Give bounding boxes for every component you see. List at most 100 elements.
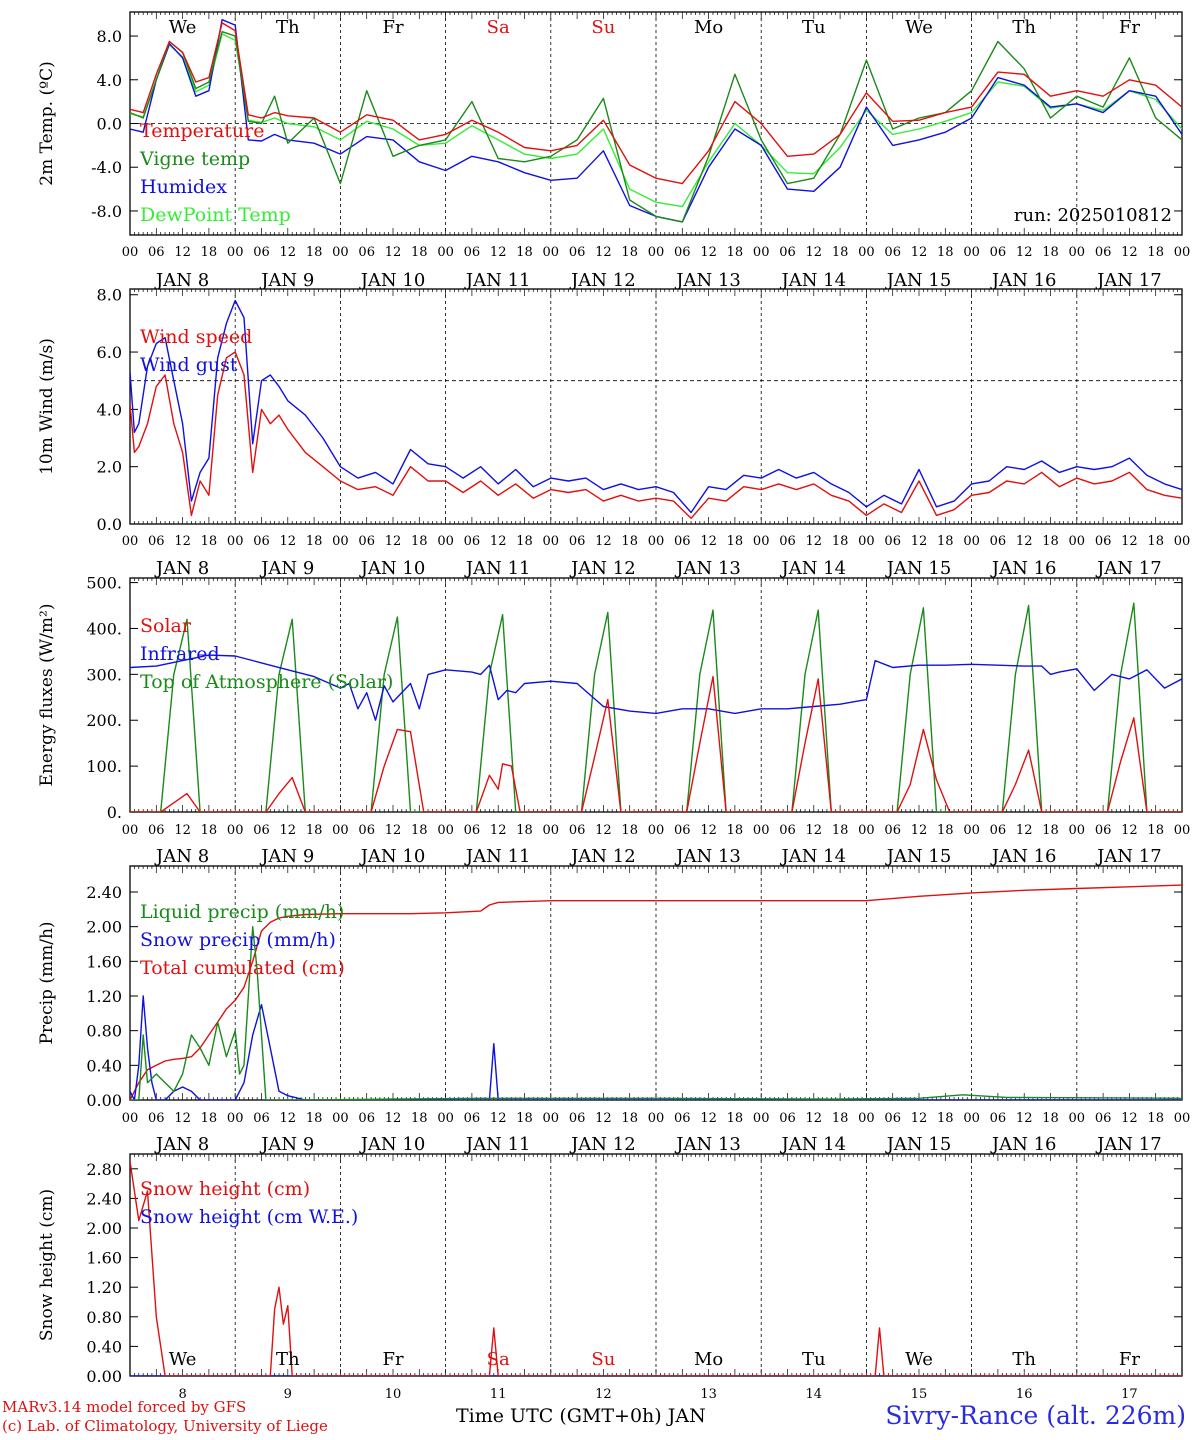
y-tick-label: 2.00 (86, 918, 122, 937)
hour-label: 12 (1121, 1111, 1138, 1126)
hour-label: 12 (280, 245, 297, 260)
hour-label: 12 (490, 1111, 507, 1126)
series-line-total-cumulated-cm- (130, 884, 1182, 1100)
y-tick-label: 2.00 (86, 1219, 122, 1238)
hour-label: 18 (411, 1111, 428, 1126)
weekday-label: Th (1012, 1349, 1036, 1370)
hour-label: 12 (806, 823, 823, 838)
series-line-infrared (130, 654, 1182, 721)
hour-label: 06 (884, 245, 901, 260)
hour-label: 18 (201, 1111, 218, 1126)
hour-label: 00 (963, 823, 980, 838)
weekday-label: Sa (487, 1349, 510, 1370)
y-axis-label: Precip (mm/h) (37, 921, 57, 1044)
weekday-label: Mo (694, 17, 723, 38)
y-tick-label: 8.0 (97, 27, 122, 46)
hour-label: 18 (937, 534, 954, 549)
hour-label: 00 (1174, 1111, 1191, 1126)
y-tick-label: 1.20 (86, 1278, 122, 1297)
y-tick-label: 500. (86, 574, 122, 593)
hour-label: 00 (332, 823, 349, 838)
hour-label: 18 (516, 1111, 533, 1126)
hour-label: 12 (806, 245, 823, 260)
hour-label: 06 (779, 823, 796, 838)
hour-label: 00 (963, 245, 980, 260)
hour-label: 12 (490, 534, 507, 549)
date-label: JAN 10 (359, 846, 426, 867)
hour-label: 06 (253, 245, 270, 260)
hour-label: 00 (648, 1111, 665, 1126)
day-number-label: 16 (1016, 1387, 1033, 1402)
hour-label: 00 (227, 823, 244, 838)
series-line-liquid-precip-mm-h- (130, 926, 1182, 1100)
hour-label: 00 (858, 1111, 875, 1126)
y-tick-label: 0.40 (86, 1056, 122, 1075)
hour-label: 06 (464, 1111, 481, 1126)
hour-label: 00 (1174, 245, 1191, 260)
hour-label: 00 (753, 823, 770, 838)
legend-entry: Snow height (cm) (140, 1178, 310, 1200)
date-label: JAN 17 (1095, 558, 1162, 579)
date-label: JAN 14 (780, 1134, 847, 1155)
hour-label: 06 (674, 245, 691, 260)
date-label: JAN 9 (259, 558, 314, 579)
hour-label: 00 (332, 1111, 349, 1126)
y-tick-label: -8.0 (91, 202, 122, 221)
hour-label: 12 (700, 534, 717, 549)
panel-precip: 0.00 0.40 0.80 1.20 1.60 2.00 2.40 Precip (mm/h… (37, 865, 1191, 1155)
hour-label: 12 (595, 245, 612, 260)
hour-label: 12 (1121, 534, 1138, 549)
series-line-snow-precip-mm-h- (130, 995, 1182, 1100)
date-label: JAN 11 (464, 846, 531, 867)
date-label: JAN 12 (569, 270, 636, 291)
legend-entry: Vigne temp (139, 148, 250, 170)
weekday-label: Th (276, 1349, 300, 1370)
hour-label: 00 (753, 245, 770, 260)
date-label: JAN 9 (259, 1134, 314, 1155)
weekday-label: Tu (802, 1349, 826, 1370)
date-label: JAN 15 (885, 270, 952, 291)
hour-label: 18 (621, 823, 638, 838)
y-tick-label: 1.60 (86, 952, 122, 971)
hour-label: 00 (753, 1111, 770, 1126)
model-credit: MARv3.14 model forced by GFS (2, 1398, 247, 1416)
y-tick-label: 0.0 (97, 515, 122, 534)
y-tick-label: 0.80 (86, 1308, 122, 1327)
weekday-label: We (169, 17, 197, 38)
y-tick-label: 200. (86, 711, 122, 730)
panel-energy: 0. 100. 200. 300. 400. 500. Energy fluxes (W/m… (37, 574, 1190, 867)
panel-wind: 0.0 2.0 4.0 6.0 8.0 10m Wind (m/s) Wind speed W… (37, 286, 1190, 579)
day-number-label: 15 (911, 1387, 928, 1402)
hour-label: 06 (779, 245, 796, 260)
date-label: JAN 9 (259, 846, 314, 867)
day-number-label: 12 (595, 1387, 612, 1402)
y-tick-label: 1.60 (86, 1249, 122, 1268)
date-label: JAN 11 (464, 558, 531, 579)
hour-label: 18 (727, 1111, 744, 1126)
y-tick-label: 0.0 (97, 115, 122, 134)
series-group (130, 1161, 1182, 1376)
hour-label: 18 (411, 823, 428, 838)
lab-credit: (c) Lab. of Climatology, University of L… (2, 1417, 328, 1435)
series-line-wind-gust (130, 299, 1182, 514)
hour-label: 12 (911, 1111, 928, 1126)
hour-label: 00 (122, 534, 139, 549)
date-label: JAN 13 (674, 1134, 741, 1155)
legend-entry: Snow height (cm W.E.) (140, 1206, 358, 1228)
hour-label: 06 (148, 823, 165, 838)
hour-label: 18 (411, 534, 428, 549)
hour-label: 06 (1095, 1111, 1112, 1126)
hour-label: 18 (727, 245, 744, 260)
y-tick-label: 0.00 (86, 1367, 122, 1386)
hour-label: 18 (201, 534, 218, 549)
hour-label: 12 (280, 1111, 297, 1126)
day-number-label: 17 (1121, 1387, 1138, 1402)
hour-label: 06 (253, 823, 270, 838)
hour-label: 06 (569, 823, 586, 838)
hour-label: 18 (306, 245, 323, 260)
hour-label: 00 (1069, 245, 1086, 260)
weekday-label: Fr (1119, 1349, 1140, 1370)
legend-entry: Wind gust (140, 354, 238, 376)
hour-label: 00 (437, 1111, 454, 1126)
